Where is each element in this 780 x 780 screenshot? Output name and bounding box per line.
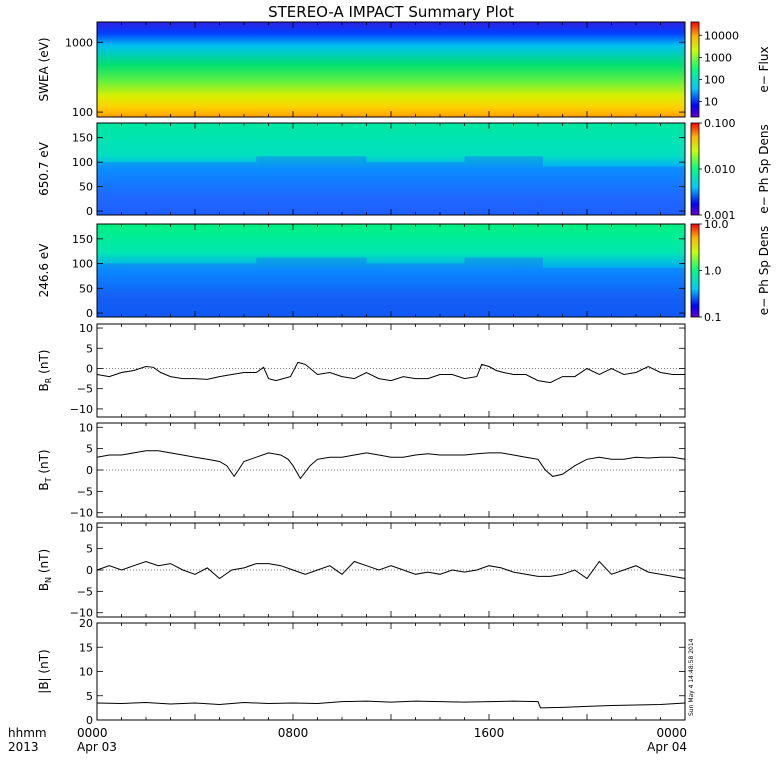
swea-colorbar-label: e− Flux: [757, 46, 771, 92]
br-y-tick-label: −10: [70, 403, 93, 416]
x-axis-year-label: 2013: [8, 740, 39, 754]
bmag-y-tick-label: 0: [86, 714, 93, 727]
swea-colorbar-tick-label: 10: [704, 96, 718, 109]
swea-colorbar: [690, 21, 700, 118]
br-y-tick-label: 10: [79, 322, 93, 335]
swea-y-axis-label: SWEA (eV): [37, 37, 51, 101]
bn-y-tick-label: 5: [86, 543, 93, 556]
pad246-colorbar-tick-label: 1.0: [704, 265, 722, 278]
swea-y-tick-label: 1000: [65, 36, 93, 49]
panel-br: −10 −5 0 5 10 BR (nT): [37, 322, 686, 418]
swea-colorbar-tick-label: 10000: [704, 29, 739, 42]
pad246-y-axis-label: 246.6 eV: [37, 243, 51, 298]
bmag-series-line: [96, 700, 686, 709]
pad650-low-band: [542, 166, 685, 215]
pad246-low-band: [256, 257, 367, 317]
bn-y-tick-label: 10: [79, 521, 93, 534]
br-y-tick-label: 0: [86, 362, 93, 375]
pad246-y-tick-label: 150: [72, 233, 93, 246]
panel-pad650: 0.001 0.010 0.100 e− Ph Sp Dens 0 50 100 150 650…: [37, 117, 771, 222]
bmag-y-tick-label: 5: [86, 690, 93, 703]
plot-timestamp: Sun May 4 14:48:58 2014: [688, 638, 695, 716]
pad650-y-tick-label: 0: [86, 205, 93, 218]
pad246-colorbar: [690, 223, 700, 318]
pad650-colorbar: [690, 122, 700, 216]
swea-y-tick-label: 100: [72, 106, 93, 119]
bmag-y-tick-label: 15: [79, 641, 93, 654]
bt-y-tick-label: −10: [70, 507, 93, 520]
pad246-low-band: [97, 263, 257, 317]
bn-series-line: [96, 560, 686, 580]
x-tick-date-label: Apr 03: [77, 740, 117, 754]
bt-y-tick-label: 5: [86, 443, 93, 456]
pad246-colorbar-tick-label: 0.1: [704, 311, 722, 324]
pad650-y-tick-label: 100: [72, 156, 93, 169]
panel-bmag: 0 5 10 15 20 |B| (nT): [37, 617, 686, 727]
swea-colorbar-tick-label: 1000: [704, 51, 732, 64]
pad246-low-band: [366, 263, 465, 317]
pad246-y-tick-label: 100: [72, 258, 93, 271]
panel-bt: −10 −5 0 5 10 BT (nT): [37, 421, 686, 520]
pad650-colorbar-tick-label: 0.001: [704, 209, 736, 222]
pad246-y-tick-label: 0: [86, 307, 93, 320]
bn-y-tick-label: −10: [70, 607, 93, 620]
bn-y-tick-label: −5: [77, 585, 93, 598]
pad650-colorbar-tick-label: 0.010: [704, 163, 736, 176]
pad650-colorbar-tick-label: 0.100: [704, 117, 736, 130]
pad650-spectrogram: [97, 123, 685, 215]
pad246-spectrogram: [97, 224, 685, 317]
swea-colorbar-tick-label: 100: [704, 73, 725, 86]
panel-swea: 10 100 1000 10000 e− Flux 100 1000 SWEA (eV): [37, 21, 771, 119]
br-y-tick-label: −5: [77, 383, 93, 396]
pad650-low-band: [464, 156, 543, 215]
x-tick-date-label: Apr 04: [647, 740, 687, 754]
br-y-axis-label: BR (nT): [37, 350, 53, 392]
pad650-y-tick-label: 150: [72, 132, 93, 145]
bt-y-tick-label: −5: [77, 485, 93, 498]
bn-y-tick-label: 0: [86, 564, 93, 577]
bt-y-tick-label: 0: [86, 464, 93, 477]
panel-bn: −10 −5 0 5 10 BN (nT): [37, 521, 686, 620]
br-y-tick-label: 5: [86, 342, 93, 355]
pad246-low-band: [542, 268, 685, 317]
bmag-y-tick-label: 20: [79, 617, 93, 630]
br-series-line: [96, 361, 685, 384]
pad650-y-axis-label: 650.7 eV: [37, 141, 51, 196]
bmag-frame: [96, 622, 686, 721]
pad246-colorbar-label: e− Ph Sp Dens: [757, 226, 771, 315]
bn-y-axis-label: BN (nT): [37, 549, 53, 591]
swea-spectrogram: [97, 22, 685, 117]
panel-pad246: 0.1 1.0 10.0 e− Ph Sp Dens 0 50 100 150 246.6 eV: [37, 218, 771, 324]
bt-y-axis-label: BT (nT): [37, 449, 53, 490]
pad650-y-tick-label: 50: [79, 181, 93, 194]
bt-series-line: [96, 450, 686, 480]
br-frame: [96, 323, 686, 418]
pad246-low-band: [464, 257, 543, 317]
bmag-y-tick-label: 10: [79, 666, 93, 679]
pad650-low-band: [366, 162, 465, 215]
x-tick-label: 0000: [77, 726, 108, 740]
pad650-colorbar-label: e− Ph Sp Dens: [757, 124, 771, 213]
pad650-low-band: [97, 162, 257, 215]
bmag-y-axis-label: |B| (nT): [37, 649, 51, 693]
chart-title: STEREO-A IMPACT Summary Plot: [268, 3, 514, 21]
pad246-colorbar-tick-label: 10.0: [704, 218, 729, 231]
x-axis-corner-label: hhmm: [8, 726, 47, 740]
pad246-y-tick-label: 50: [79, 282, 93, 295]
bt-y-tick-label: 10: [79, 421, 93, 434]
x-tick-label: 0000: [656, 726, 687, 740]
x-tick-label: 1600: [474, 726, 505, 740]
x-tick-label: 0800: [278, 726, 309, 740]
pad650-low-band: [256, 156, 367, 215]
